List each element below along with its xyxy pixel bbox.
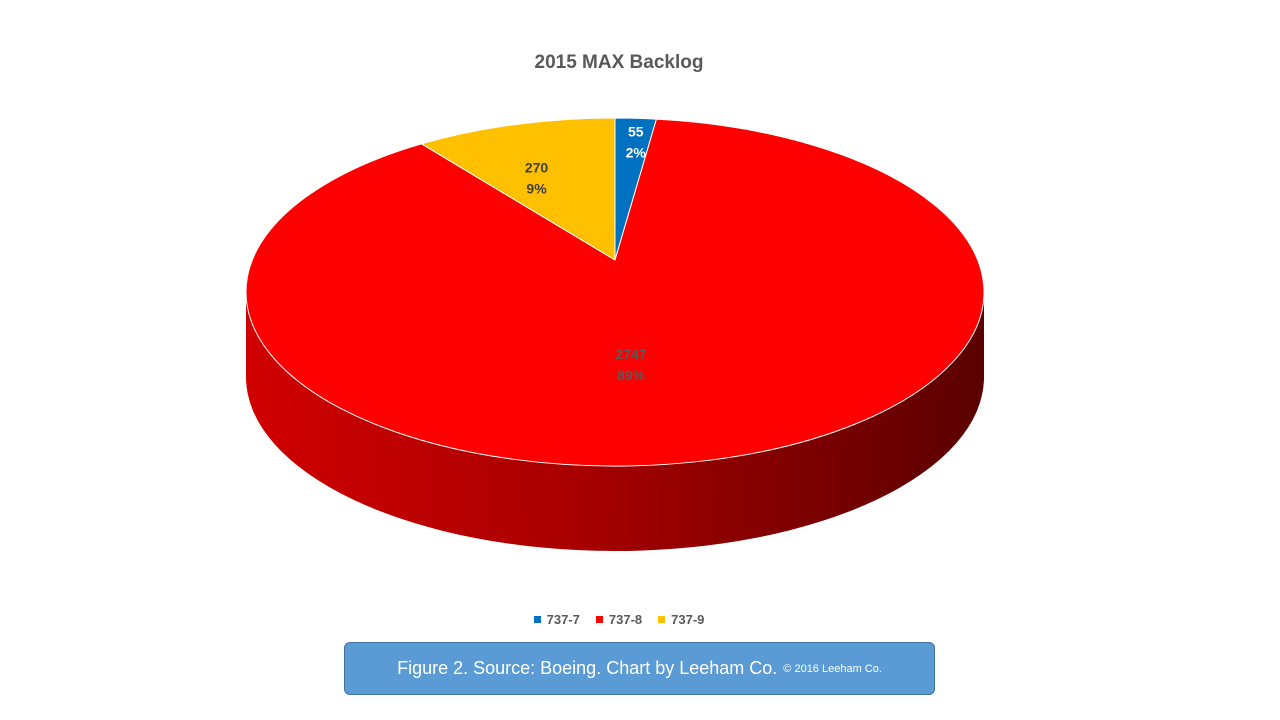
chart-title: 2015 MAX Backlog xyxy=(534,52,704,73)
legend-item-737-9: 737-9 xyxy=(658,612,704,627)
pie-side-wall xyxy=(246,292,984,551)
legend-item-737-8: 737-8 xyxy=(595,612,643,627)
caption-text: Figure 2. Source: Boeing. Chart by Leeha… xyxy=(397,658,778,678)
legend-label-737-9: 737-9 xyxy=(671,612,705,627)
data-label-percent-737-7: 2% xyxy=(626,144,647,160)
legend-label-737-8: 737-8 xyxy=(608,612,643,627)
legend-label-737-7: 737-7 xyxy=(546,612,580,627)
legend-item-737-7: 737-7 xyxy=(533,612,580,627)
legend-swatch-737-8 xyxy=(595,616,603,623)
pie-side xyxy=(246,292,984,551)
legend: 737-7 737-8 737-9 xyxy=(0,612,1238,627)
pie-slices xyxy=(245,117,985,467)
caption-copyright: © 2016 Leeham Co. xyxy=(783,662,882,675)
data-label-percent-737-8: 89% xyxy=(617,367,646,383)
pie-slice-737-8 xyxy=(245,118,985,467)
figure-caption: Figure 2. Source: Boeing. Chart by Leeha… xyxy=(344,642,935,695)
data-label-value-737-9: 270 xyxy=(525,159,549,175)
pie-data-labels: 55 2% 2747 89% 270 9% xyxy=(525,123,647,383)
data-label-value-737-8: 2747 xyxy=(615,346,646,362)
data-label-value-737-7: 55 xyxy=(628,123,644,139)
legend-swatch-737-9 xyxy=(658,616,666,623)
data-label-percent-737-9: 9% xyxy=(526,180,547,196)
pie-slice-737-9 xyxy=(420,117,616,261)
legend-swatch-737-7 xyxy=(533,616,541,623)
